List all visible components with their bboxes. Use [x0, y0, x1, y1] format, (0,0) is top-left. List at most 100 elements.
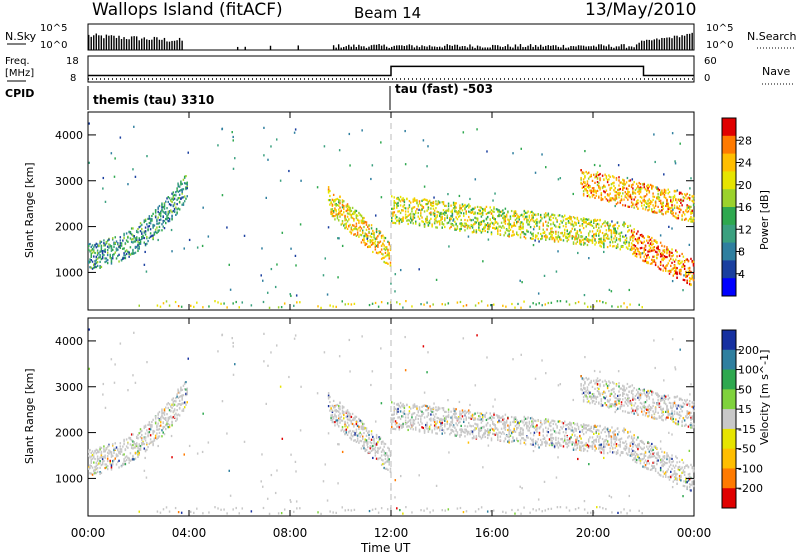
- velocity-cell: [91, 473, 94, 476]
- power-cell: [596, 171, 599, 174]
- velocity-cell: [572, 441, 575, 444]
- power-cell: [411, 219, 413, 222]
- power-cell: [120, 242, 123, 245]
- power-cell: [344, 215, 346, 218]
- power-cell: [138, 226, 140, 229]
- power-cell: [521, 221, 523, 224]
- power-cell: [132, 237, 134, 241]
- velocity-cell: [551, 433, 553, 436]
- power-cell: [485, 223, 488, 227]
- velocity-cell: [553, 430, 556, 433]
- power-cell: [181, 182, 183, 186]
- power-cell: [416, 201, 418, 204]
- velocity-cell: [149, 438, 152, 441]
- power-cell: [436, 214, 438, 217]
- velocity-cell: [159, 421, 162, 424]
- power-cell: [683, 260, 686, 264]
- power-cell: [618, 232, 620, 235]
- velocity-cell: [413, 422, 416, 425]
- power-cell: [603, 190, 605, 193]
- power-cell: [518, 227, 521, 230]
- power-cell: [119, 244, 122, 247]
- power-cell: [392, 221, 394, 225]
- velocity-cell: [101, 461, 104, 465]
- power-cell: [480, 223, 483, 226]
- velocity-cell: [156, 424, 158, 427]
- power-cell: [532, 212, 534, 215]
- velocity-cell: [408, 425, 411, 428]
- power-cell: [591, 195, 594, 198]
- velocity-cell: [106, 457, 109, 460]
- power-cell: [413, 206, 416, 209]
- power-cell: [666, 255, 668, 259]
- nsky-bar: [436, 46, 438, 50]
- power-cell: [527, 210, 529, 213]
- power-cell: [550, 227, 552, 230]
- velocity-cell: [473, 429, 475, 432]
- power-cell: [638, 192, 640, 195]
- power-cell: [534, 239, 536, 242]
- power-cell: [657, 197, 659, 200]
- power-cell: [616, 227, 619, 230]
- power-cell: [117, 243, 119, 246]
- power-cell: [450, 215, 452, 218]
- power-cell: [563, 231, 566, 235]
- velocity-cell: [182, 408, 185, 411]
- power-cell: [232, 139, 234, 142]
- power-cell: [671, 227, 673, 230]
- velocity-cell: [478, 432, 480, 435]
- power-cell: [374, 301, 377, 305]
- velocity-cell: [498, 431, 500, 434]
- velocity-cell: [146, 443, 148, 446]
- power-cell: [329, 203, 331, 206]
- nsky-bar: [176, 40, 178, 50]
- power-cell: [505, 215, 508, 218]
- power-cell: [331, 198, 334, 201]
- velocity-cell: [335, 419, 337, 422]
- power-cell: [613, 224, 615, 227]
- power-cell: [438, 214, 441, 218]
- power-cell: [446, 216, 449, 219]
- velocity-cell: [103, 459, 105, 463]
- nsky-bar: [105, 34, 108, 50]
- power-cell: [377, 235, 379, 238]
- power-cell: [122, 247, 124, 250]
- velocity-cell: [567, 425, 570, 429]
- power-cell: [690, 283, 692, 286]
- velocity-cell: [586, 445, 589, 448]
- power-cell: [611, 182, 614, 185]
- power-cell: [521, 213, 523, 216]
- velocity-cell: [433, 419, 436, 423]
- velocity-cell: [550, 429, 552, 432]
- power-cell: [522, 231, 524, 234]
- power-cell: [171, 215, 173, 218]
- power-cell: [691, 220, 693, 223]
- velocity-cell: [575, 448, 577, 451]
- power-cell: [461, 224, 464, 227]
- velocity-cell: [123, 458, 125, 461]
- velocity-cell: [99, 471, 101, 474]
- velocity-cell: [99, 448, 101, 451]
- power-cell: [363, 220, 365, 223]
- velocity-cell: [144, 439, 147, 442]
- power-cell: [667, 270, 669, 273]
- power-cell: [138, 304, 140, 307]
- power-cell: [529, 219, 532, 222]
- power-cell: [598, 223, 600, 226]
- power-cell: [632, 191, 634, 194]
- power-cell: [177, 305, 180, 308]
- velocity-cell: [132, 447, 134, 450]
- power-cell: [180, 189, 182, 192]
- velocity-cell: [95, 452, 98, 455]
- power-cell: [451, 209, 454, 212]
- velocity-cell: [398, 428, 401, 431]
- velocity-cell: [380, 441, 383, 444]
- velocity-cell: [90, 472, 93, 475]
- power-cell: [462, 204, 465, 208]
- velocity-cell: [571, 441, 574, 444]
- power-cell: [510, 225, 513, 229]
- velocity-cell: [512, 440, 514, 443]
- power-cell: [359, 229, 361, 232]
- velocity-cell: [377, 458, 379, 461]
- power-cell: [584, 181, 586, 184]
